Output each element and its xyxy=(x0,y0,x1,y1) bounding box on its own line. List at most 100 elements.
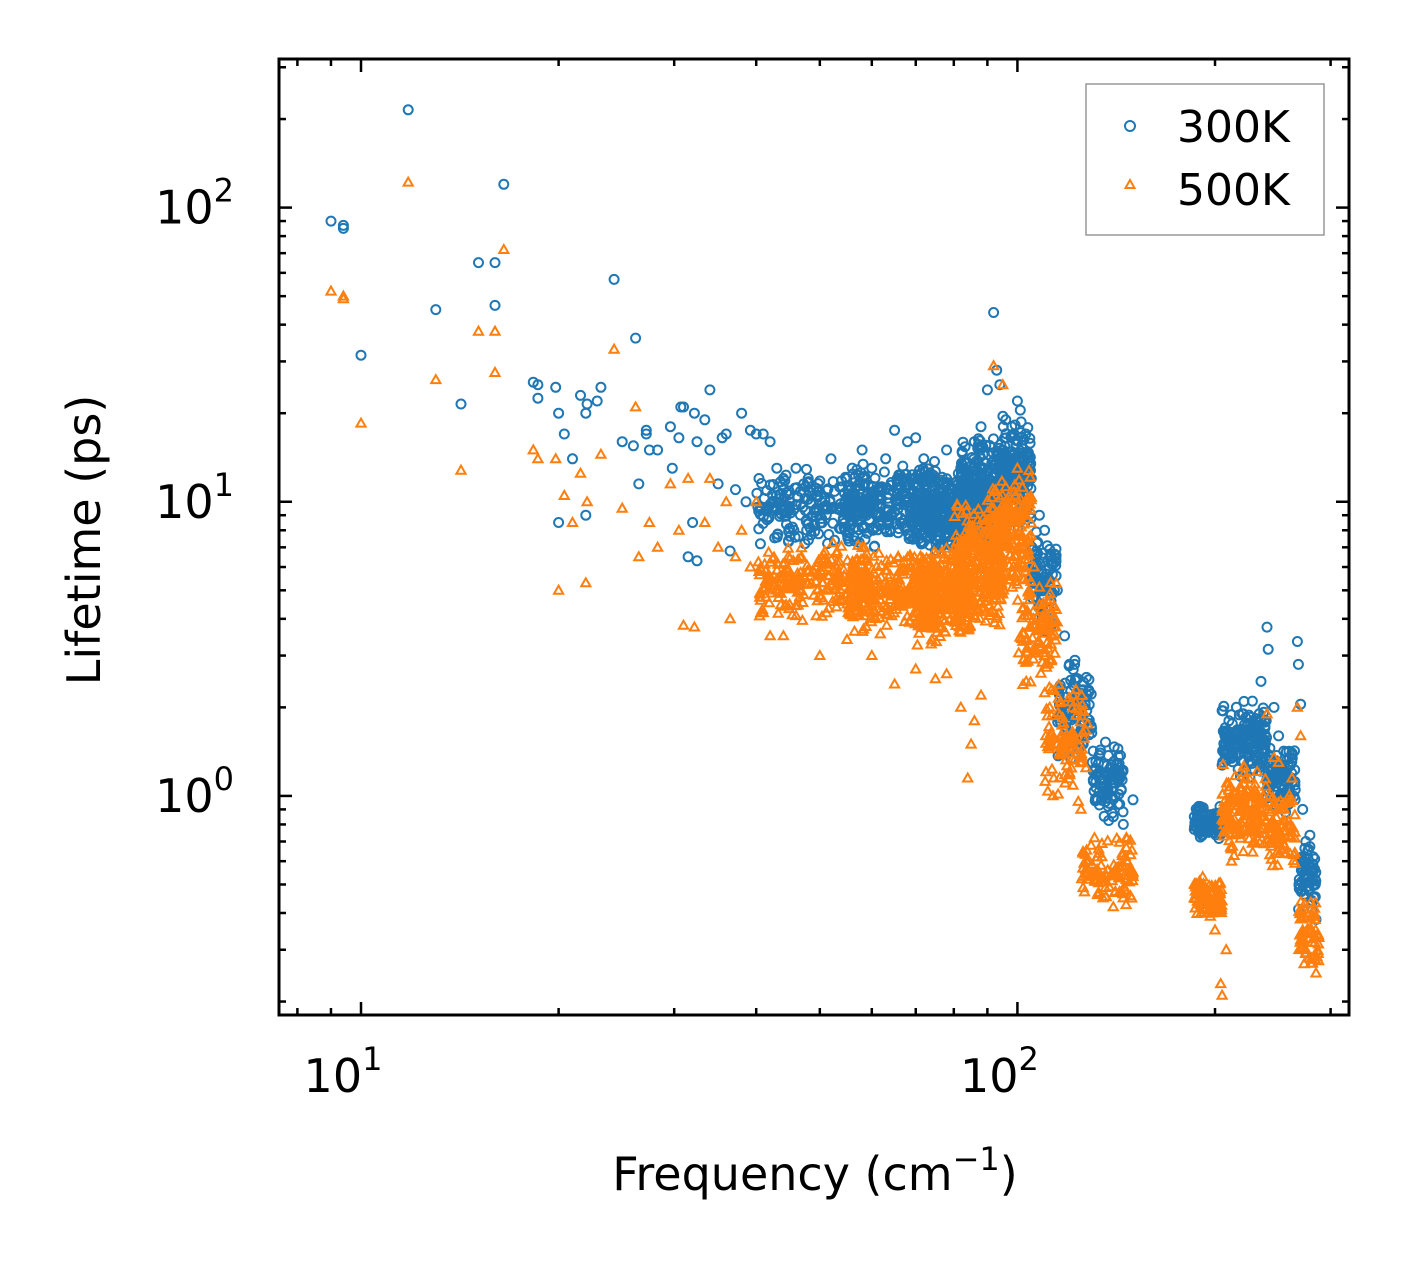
point-300k-cluster1-249 xyxy=(894,484,905,496)
point-300k-51 xyxy=(730,484,741,496)
point-500k-cluster7-20 xyxy=(1084,838,1098,850)
point-500k-cluster7-59 xyxy=(1092,886,1106,898)
point-300k-42 xyxy=(691,555,703,567)
point-300k-cluster2-218 xyxy=(924,521,935,533)
point-300k-62 xyxy=(790,462,802,474)
point-500k-cluster9-112 xyxy=(1228,769,1242,781)
point-300k-cluster4-177 xyxy=(1015,451,1027,463)
point-500k-18 xyxy=(579,576,593,588)
point-300k-cluster1-28 xyxy=(878,466,890,478)
point-300k-13 xyxy=(532,392,544,404)
point-500k-cluster2-239 xyxy=(932,620,946,632)
point-500k-cluster1-277 xyxy=(841,592,855,604)
point-300k-cluster3-305 xyxy=(966,459,978,471)
point-500k-cluster9-43 xyxy=(1237,760,1251,772)
plot-frame xyxy=(277,57,1351,1017)
point-300k-18 xyxy=(567,453,578,465)
point-500k-cluster2-243 xyxy=(936,613,950,625)
point-300k-cluster0-194 xyxy=(758,493,770,504)
point-500k-cluster2-267 xyxy=(911,592,924,604)
point-300k-70 xyxy=(889,424,901,436)
point-500k-cluster0-208 xyxy=(830,600,843,612)
point-300k-cluster1-208 xyxy=(869,503,881,515)
point-500k-54 xyxy=(964,737,978,749)
point-500k-cluster6-44 xyxy=(1038,774,1052,786)
point-500k-cluster0-95 xyxy=(826,536,840,548)
point-300k-cluster11-58 xyxy=(1307,865,1319,876)
point-500k-cluster3-301 xyxy=(993,618,1006,630)
point-500k-cluster1-127 xyxy=(878,576,892,588)
point-500k-cluster6-66 xyxy=(1079,761,1093,773)
point-500k-15 xyxy=(557,488,571,500)
point-300k-cluster1-131 xyxy=(846,462,858,474)
point-500k-cluster11-52 xyxy=(1312,954,1325,966)
point-300k-cluster2-249 xyxy=(929,509,941,521)
point-300k-cluster4-161 xyxy=(1010,435,1022,446)
point-500k-cluster4-208 xyxy=(996,523,1010,535)
point-500k-cluster0-195 xyxy=(830,544,844,556)
point-500k-cluster3-239 xyxy=(954,553,967,565)
point-300k-cluster0-204 xyxy=(783,500,795,512)
point-500k-50 xyxy=(929,672,942,684)
point-500k-cluster2-33 xyxy=(929,635,943,647)
point-300k-cluster9-169 xyxy=(1230,748,1242,760)
point-500k-cluster2-272 xyxy=(925,594,939,606)
point-500k-cluster6-65 xyxy=(1063,768,1077,780)
point-300k-cluster2-246 xyxy=(912,519,924,531)
point-300k-cluster1-124 xyxy=(857,458,869,470)
point-500k-45 xyxy=(813,648,827,660)
point-300k-80 xyxy=(988,307,1000,318)
point-300k-cluster9-156 xyxy=(1249,747,1261,758)
point-300k-cluster9-157 xyxy=(1238,741,1250,753)
point-300k-cluster0-190 xyxy=(785,507,797,519)
point-300k-69 xyxy=(880,453,892,465)
point-300k-22 xyxy=(581,398,593,410)
point-500k-32 xyxy=(698,515,712,527)
point-500k-cluster9-156 xyxy=(1248,835,1261,847)
series-300k-markers xyxy=(325,104,1322,925)
point-500k-cluster1-218 xyxy=(842,605,855,617)
point-500k-cluster9-67 xyxy=(1242,832,1256,844)
point-500k-cluster2-260 xyxy=(930,589,944,601)
point-500k-87 xyxy=(1285,771,1299,783)
point-500k-cluster9-168 xyxy=(1230,819,1244,831)
legend-label-500k: 500K xyxy=(1177,165,1291,216)
point-500k-cluster8-73 xyxy=(1203,889,1217,901)
point-500k-cluster6-86 xyxy=(1046,789,1060,801)
point-500k-21 xyxy=(607,342,621,354)
point-500k-42 xyxy=(763,629,777,641)
point-500k-cluster9-150 xyxy=(1243,772,1257,784)
point-500k-cluster4-190 xyxy=(999,480,1013,492)
point-500k-34 xyxy=(711,540,725,552)
point-300k-cluster4-165 xyxy=(1006,446,1018,458)
point-500k-cluster1-272 xyxy=(850,595,864,607)
point-500k-cluster3-244 xyxy=(969,554,982,566)
point-500k-cluster7-106 xyxy=(1102,880,1116,892)
point-500k-cluster10-17 xyxy=(1266,790,1280,802)
point-300k-cluster2-221 xyxy=(946,488,958,500)
point-300k-59 xyxy=(771,462,783,474)
point-500k-cluster4-172 xyxy=(997,566,1011,578)
point-300k-73 xyxy=(918,453,930,465)
point-500k-cluster6-11 xyxy=(1071,794,1085,806)
point-500k-cluster0-238 xyxy=(759,574,773,586)
point-500k-cluster6-81 xyxy=(1053,696,1067,708)
point-500k-cluster4-106 xyxy=(987,586,1001,598)
point-500k-26 xyxy=(651,540,664,552)
point-500k-cluster7-62 xyxy=(1105,873,1119,886)
point-500k-40 xyxy=(749,495,763,507)
point-500k-46 xyxy=(840,632,854,644)
point-500k-cluster11-57 xyxy=(1311,927,1325,939)
point-500k-cluster1-252 xyxy=(858,562,872,574)
point-300k-cluster10-62 xyxy=(1264,742,1276,754)
point-500k-cluster0-147 xyxy=(809,574,823,586)
point-500k-cluster9-0 xyxy=(1250,764,1264,776)
point-300k-cluster7-95 xyxy=(1105,769,1117,781)
point-500k-cluster2-213 xyxy=(921,560,935,572)
point-500k-cluster9-165 xyxy=(1228,786,1241,798)
point-500k-cluster0-64 xyxy=(781,541,795,553)
point-500k-cluster0-178 xyxy=(826,594,839,606)
point-500k-cluster3-314 xyxy=(952,603,966,615)
point-500k-cluster10-30 xyxy=(1271,858,1284,870)
point-500k-cluster5-103 xyxy=(1021,645,1034,657)
